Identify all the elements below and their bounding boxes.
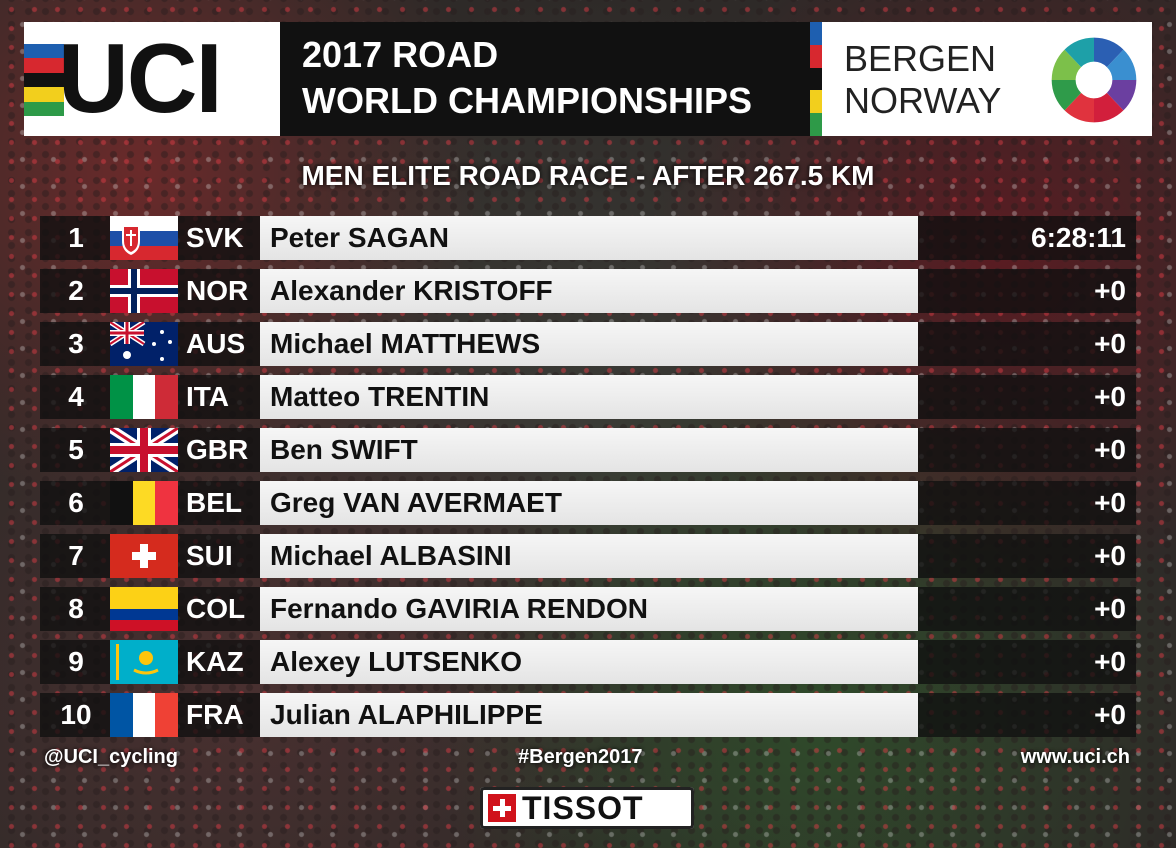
country-code: COL (186, 593, 246, 624)
bel-flag-icon (110, 481, 178, 525)
broadcast-header: UCI 2017 ROAD WORLD CHAMPIONSHIPS BERGEN… (24, 22, 1152, 138)
result-row: 1 SVK Peter SAGAN 6:28:11 (40, 214, 1136, 267)
rider-name: Peter SAGAN (270, 222, 449, 253)
country-code: SUI (186, 540, 233, 571)
fra-flag-icon (110, 693, 178, 737)
event-title: 2017 ROAD WORLD CHAMPIONSHIPS (280, 22, 810, 136)
result-row: 5 GBR Ben SWIFT +0 (40, 426, 1136, 479)
rider-name: Michael ALBASINI (270, 540, 512, 571)
result-row: 9 KAZ Alexey LUTSENKO +0 (40, 638, 1136, 691)
country-code: SVK (186, 222, 244, 253)
finish-time: +0 (1094, 487, 1126, 518)
result-row: 10 FRA Julian ALAPHILIPPE +0 (40, 691, 1136, 744)
col-flag-icon (110, 587, 178, 631)
kaz-flag-icon (110, 640, 178, 684)
rainbow-stripes (24, 44, 64, 116)
position: 8 (68, 593, 84, 624)
country-code: BEL (186, 487, 242, 518)
finish-time: +0 (1094, 328, 1126, 359)
country-code: KAZ (186, 646, 244, 677)
event-hashtag: #Bergen2017 (518, 746, 643, 768)
finish-time: 6:28:11 (1031, 222, 1126, 253)
ita-flag-icon (110, 375, 178, 419)
location-box: BERGEN NORWAY (822, 22, 1152, 136)
result-row: 2 NOR Alexander KRISTOFF +0 (40, 267, 1136, 320)
position: 7 (68, 540, 84, 571)
finish-time: +0 (1094, 646, 1126, 677)
svk-flag-icon (110, 216, 178, 260)
nor-flag-icon (110, 269, 178, 313)
country-code: AUS (186, 328, 246, 359)
uci-logo: UCI (24, 22, 280, 136)
event-title-line1: 2017 ROAD (302, 34, 499, 75)
rider-name: Julian ALAPHILIPPE (270, 699, 543, 730)
rider-name: Michael MATTHEWS (270, 328, 541, 359)
tissot-logo: TISSOT (480, 787, 694, 829)
position: 5 (68, 434, 84, 465)
rainbow-strip (810, 22, 822, 136)
position: 10 (60, 699, 92, 730)
location-city: BERGEN (844, 38, 997, 79)
sponsor-name: TISSOT (522, 790, 644, 826)
country-code: GBR (186, 434, 249, 465)
position: 2 (68, 275, 84, 306)
position: 6 (68, 487, 84, 518)
rider-name: Fernando GAVIRIA RENDON (270, 593, 649, 624)
results-table: 1 SVK Peter SAGAN 6:28:11 2 NOR Alexande… (40, 214, 1136, 744)
uci-logo-text: UCI (58, 23, 223, 133)
result-row: 3 AUS Michael MATTHEWS +0 (40, 320, 1136, 373)
aus-flag-icon (110, 322, 178, 366)
country-code: NOR (186, 275, 249, 306)
event-title-line2: WORLD CHAMPIONSHIPS (302, 80, 752, 121)
finish-time: +0 (1094, 381, 1126, 412)
position: 1 (68, 222, 84, 253)
bergen-emblem-icon (1051, 37, 1137, 123)
sui-flag-icon (110, 534, 178, 578)
finish-time: +0 (1094, 699, 1126, 730)
rider-name: Alexander KRISTOFF (270, 275, 553, 306)
country-code: FRA (186, 699, 244, 730)
position: 9 (68, 646, 84, 677)
position: 4 (68, 381, 84, 412)
website-url: www.uci.ch (1020, 746, 1130, 768)
rider-name: Matteo TRENTIN (270, 381, 490, 412)
location-country: NORWAY (844, 80, 1002, 121)
finish-time: +0 (1094, 275, 1126, 306)
result-row: 6 BEL Greg VAN AVERMAET +0 (40, 479, 1136, 532)
position: 3 (68, 328, 84, 359)
rider-name: Alexey LUTSENKO (270, 646, 523, 677)
finish-time: +0 (1094, 434, 1126, 465)
finish-time: +0 (1094, 593, 1126, 624)
result-row: 7 SUI Michael ALBASINI +0 (40, 532, 1136, 585)
result-row: 8 COL Fernando GAVIRIA RENDON +0 (40, 585, 1136, 638)
country-code: ITA (186, 381, 230, 412)
swiss-cross-icon (488, 794, 516, 822)
finish-time: +0 (1094, 540, 1126, 571)
rider-name: Ben SWIFT (270, 434, 418, 465)
rider-name: Greg VAN AVERMAET (270, 487, 562, 518)
race-title: MEN ELITE ROAD RACE - AFTER 267.5 KM (301, 160, 875, 191)
gbr-flag-icon (110, 428, 178, 472)
result-row: 4 ITA Matteo TRENTIN +0 (40, 373, 1136, 426)
twitter-handle: @UCI_cycling (44, 746, 178, 768)
